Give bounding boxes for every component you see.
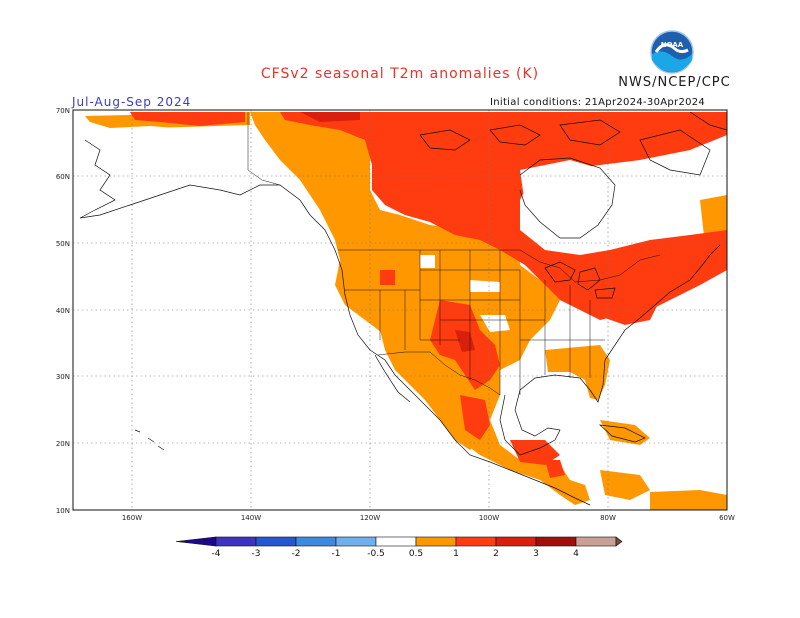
colorbar-arrow-right — [615, 536, 623, 547]
lon-label: 60W — [719, 514, 735, 522]
colorbar-swatch — [335, 536, 377, 547]
colorbar-swatch — [455, 536, 497, 547]
latitude-labels: 70N 60N 50N 40N 30N 20N 10N — [56, 107, 70, 515]
coastlines — [79, 111, 727, 506]
colorbar-swatch — [375, 536, 417, 547]
lat-label: 20N — [56, 440, 70, 448]
colorbar-arrow-left — [175, 536, 217, 547]
colorbar: -4 -3 -2 -1 -0.5 0.5 1 2 3 4 — [175, 536, 623, 559]
noaa-logo-text: NOAA — [661, 41, 684, 49]
colorbar-label: 4 — [573, 549, 579, 559]
colorbar-label: -0.5 — [367, 549, 385, 559]
initial-conditions-label: Initial conditions: 21Apr2024-30Apr2024 — [490, 97, 706, 108]
noaa-logo: NOAA — [650, 30, 694, 74]
colorbar-swatch — [295, 536, 337, 547]
colorbar-label: -3 — [252, 549, 261, 559]
colorbar-label: 0.5 — [409, 549, 423, 559]
colorbar-label: 3 — [533, 549, 539, 559]
graticule — [73, 110, 727, 510]
lat-label: 30N — [56, 373, 70, 381]
agency-label: NWS/NCEP/CPC — [618, 75, 731, 90]
lon-label: 160W — [122, 514, 142, 522]
colorbar-swatch — [495, 536, 537, 547]
anomaly-near-normal — [85, 125, 620, 332]
chart-title: CFSv2 seasonal T2m anomalies (K) — [260, 66, 540, 82]
lat-label: 60N — [56, 173, 70, 181]
lon-label: 80W — [600, 514, 616, 522]
colorbar-swatch — [415, 536, 457, 547]
lon-label: 100W — [479, 514, 499, 522]
lon-label: 120W — [360, 514, 380, 522]
map-frame — [72, 109, 728, 511]
colorbar-label: 2 — [493, 549, 499, 559]
colorbar-swatch — [215, 536, 257, 547]
season-label: Jul-Aug-Sep 2024 — [72, 95, 192, 109]
colorbar-label: -4 — [212, 549, 221, 559]
lat-label: 70N — [56, 107, 70, 115]
lon-label: 140W — [241, 514, 261, 522]
lat-label: 50N — [56, 240, 70, 248]
lat-label: 40N — [56, 307, 70, 315]
colorbar-label: -1 — [332, 549, 341, 559]
colorbar-swatch — [255, 536, 297, 547]
lat-label: 10N — [56, 507, 70, 515]
longitude-labels: 160W 140W 120W 100W 80W 60W — [122, 514, 735, 522]
colorbar-swatch — [575, 536, 617, 547]
colorbar-swatch — [535, 536, 577, 547]
colorbar-label: 1 — [453, 549, 459, 559]
colorbar-label: -2 — [292, 549, 301, 559]
political-borders — [247, 112, 661, 396]
